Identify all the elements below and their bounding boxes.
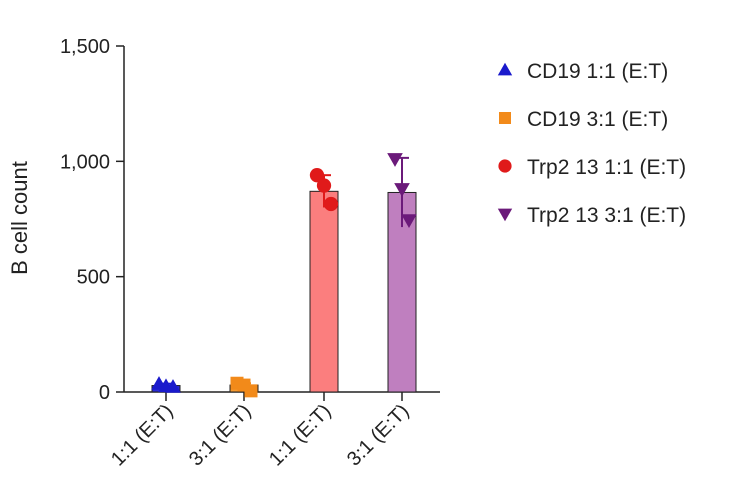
y-tick-label: 500 xyxy=(77,267,110,289)
data-point xyxy=(244,384,258,398)
legend-label: Trp2 13 1:1 (E:T) xyxy=(527,156,686,179)
legend-marker xyxy=(497,62,513,76)
legend-label: Trp2 13 3:1 (E:T) xyxy=(527,204,686,227)
data-point xyxy=(323,196,339,212)
x-tick-label: 3:1 (E:T) xyxy=(343,400,414,471)
bars xyxy=(151,153,417,398)
y-tick-label: 1,000 xyxy=(60,151,110,173)
data-point xyxy=(165,379,181,393)
x-tick-label: 1:1 (E:T) xyxy=(107,400,178,471)
y-axis-title: B cell count xyxy=(7,161,32,275)
data-point xyxy=(401,214,417,228)
bar xyxy=(309,190,339,393)
legend: CD19 1:1 (E:T) CD19 3:1 (E:T) Trp2 13 1:1 … xyxy=(497,60,686,227)
y-axis: 0 500 1,000 1,500 xyxy=(60,36,125,404)
data-point xyxy=(309,168,325,183)
legend-marker xyxy=(499,112,511,124)
x-tick-label: 3:1 (E:T) xyxy=(185,400,256,471)
legend-marker xyxy=(498,159,512,173)
x-tick-label: 1:1 (E:T) xyxy=(265,400,336,471)
data-point xyxy=(394,183,410,197)
data-point xyxy=(387,153,403,167)
data-point xyxy=(316,178,332,193)
y-tick-label: 1,500 xyxy=(60,36,110,58)
y-tick-label: 0 xyxy=(99,382,110,404)
legend-label: CD19 1:1 (E:T) xyxy=(527,60,668,83)
x-axis: 1:1 (E:T) 3:1 (E:T) 1:1 (E:T) 3:1 (E:T) xyxy=(107,391,440,471)
legend-marker xyxy=(497,208,513,222)
legend-label: CD19 3:1 (E:T) xyxy=(527,108,668,131)
